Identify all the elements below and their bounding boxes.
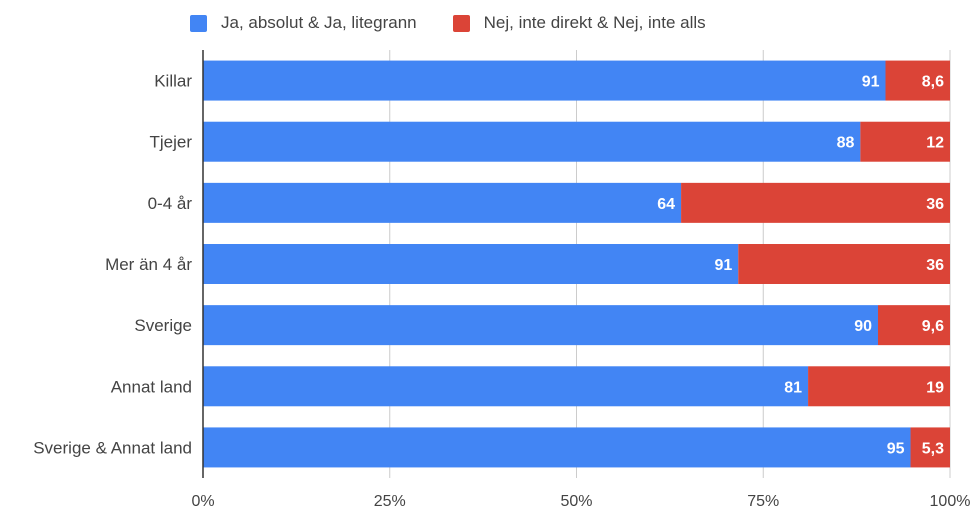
legend-item-series-1[interactable]: Ja, absolut & Ja, litegrann bbox=[190, 13, 417, 33]
data-label: 8,6 bbox=[922, 74, 944, 91]
data-label: 95 bbox=[887, 440, 905, 457]
x-tick-label: 0% bbox=[191, 493, 214, 510]
x-tick-label: 75% bbox=[747, 493, 779, 510]
data-label: 90 bbox=[854, 318, 872, 335]
x-tick-label: 25% bbox=[374, 493, 406, 510]
x-tick-label: 50% bbox=[560, 493, 592, 510]
data-label: 64 bbox=[657, 196, 675, 213]
bar-segment bbox=[878, 305, 950, 346]
bar-segment bbox=[203, 121, 861, 162]
bar-segment bbox=[203, 305, 878, 346]
category-label: Killar bbox=[154, 72, 192, 91]
legend-label-series-2: Nej, inte direkt & Nej, inte alls bbox=[483, 13, 706, 32]
x-tick-label: 100% bbox=[930, 493, 971, 510]
bar-segment bbox=[808, 366, 950, 407]
category-label: Sverige bbox=[134, 316, 192, 335]
legend-label-series-1: Ja, absolut & Ja, litegrann bbox=[221, 13, 417, 32]
data-label: 91 bbox=[714, 257, 732, 274]
category-label: 0-4 år bbox=[148, 194, 193, 213]
bar-segment bbox=[885, 60, 950, 101]
bar-segment bbox=[860, 121, 950, 162]
bar-segment bbox=[203, 366, 809, 407]
data-label: 88 bbox=[837, 135, 855, 152]
bar-segment bbox=[203, 427, 911, 468]
data-label: 91 bbox=[862, 74, 880, 91]
category-label: Annat land bbox=[111, 377, 192, 396]
category-label: Sverige & Annat land bbox=[33, 438, 192, 457]
data-label: 36 bbox=[926, 257, 944, 274]
data-label: 36 bbox=[926, 196, 944, 213]
data-label: 81 bbox=[784, 379, 802, 396]
data-label: 19 bbox=[926, 379, 944, 396]
bar-segment bbox=[738, 244, 950, 284]
legend-swatch-blue bbox=[190, 14, 207, 32]
legend-swatch-red bbox=[452, 14, 470, 32]
bar-segment bbox=[203, 244, 739, 284]
data-label: 12 bbox=[926, 135, 944, 152]
data-label: 9,6 bbox=[922, 318, 944, 335]
legend-item-series-2[interactable]: Nej, inte direkt & Nej, inte alls bbox=[452, 13, 706, 33]
bar-segment bbox=[203, 60, 886, 101]
category-label: Tjejer bbox=[149, 133, 192, 152]
category-label: Mer än 4 år bbox=[105, 255, 192, 274]
legend: Ja, absolut & Ja, litegrann Nej, inte di… bbox=[190, 8, 742, 38]
data-label: 5,3 bbox=[922, 440, 944, 457]
bar-segment bbox=[203, 182, 682, 223]
bar-segment bbox=[910, 427, 950, 468]
bar-segment bbox=[681, 182, 950, 223]
